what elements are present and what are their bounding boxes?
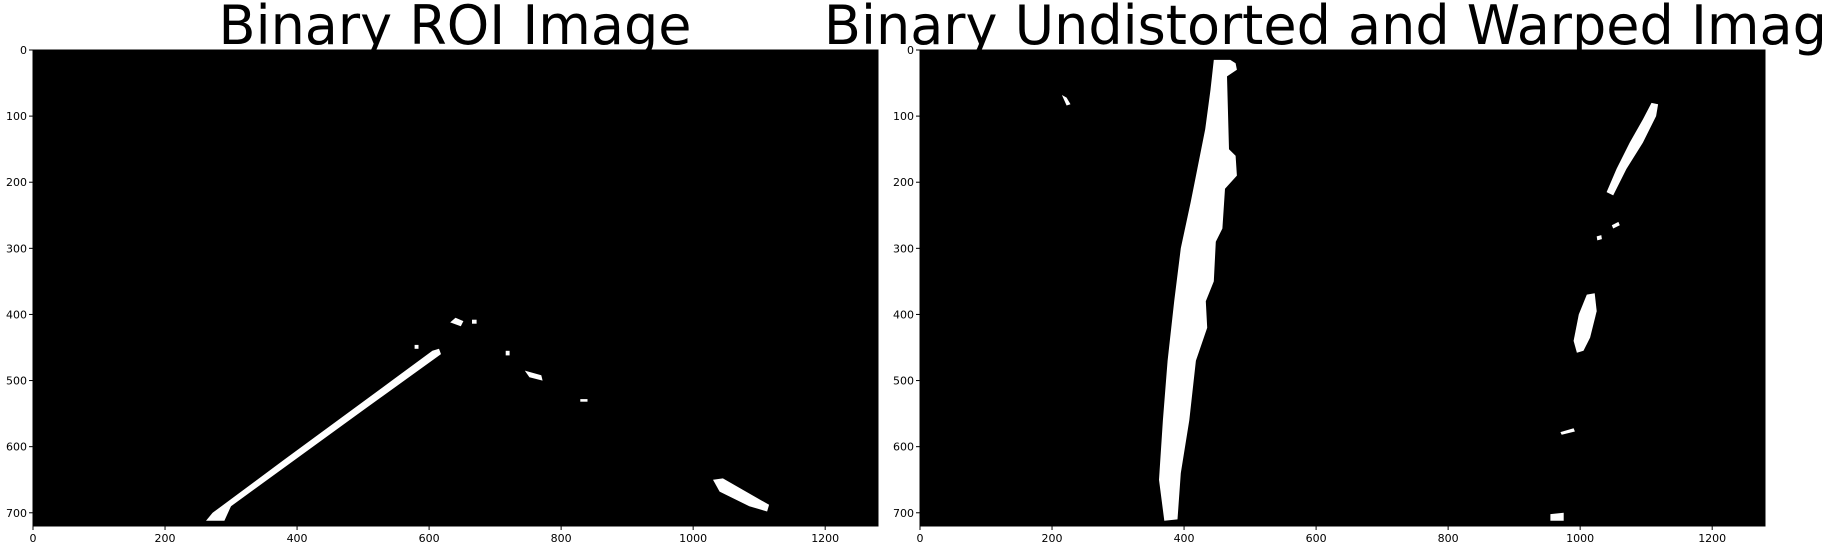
- y-tick-label: 600: [6, 441, 27, 454]
- x-tick-label: 800: [551, 532, 572, 545]
- x-tick-label: 400: [287, 532, 308, 545]
- y-tick-label: 700: [6, 507, 27, 520]
- binary-region: [713, 478, 770, 512]
- image-background: [920, 50, 1765, 526]
- x-tick-label: 1000: [679, 532, 707, 545]
- x-tick-label: 1200: [1698, 532, 1726, 545]
- y-tick-label: 400: [6, 308, 27, 321]
- y-tick-label: 0: [20, 44, 27, 57]
- panel-title: Binary Undistorted and Warped Image: [824, 0, 1828, 57]
- binary-region: [1061, 95, 1071, 106]
- binary-region: [524, 370, 543, 381]
- binary-region: [1550, 512, 1564, 521]
- x-tick-label: 1000: [1566, 532, 1594, 545]
- image-background: [33, 50, 878, 526]
- x-tick-label: 600: [1306, 532, 1327, 545]
- binary-region: [1596, 235, 1602, 241]
- y-tick-label: 300: [6, 242, 27, 255]
- binary-region: [580, 399, 588, 402]
- binary-region: [1573, 293, 1597, 353]
- binary-region: [206, 348, 441, 521]
- binary-region: [450, 317, 464, 327]
- x-tick-label: 200: [155, 532, 176, 545]
- axes-frame: [919, 49, 1766, 527]
- y-tick-label: 500: [6, 375, 27, 388]
- panel-binary-roi: Binary ROI Image 0 200 400 600 800 1000 1200 0 1…: [6, 0, 879, 545]
- y-tick-label: 700: [893, 507, 914, 520]
- x-tick-label: 200: [1042, 532, 1063, 545]
- x-tick-label: 0: [917, 532, 924, 545]
- y-tick-label: 100: [893, 110, 914, 123]
- y-tick-label: 200: [6, 176, 27, 189]
- binary-region: [1606, 102, 1659, 196]
- panel-title: Binary ROI Image: [219, 0, 692, 57]
- binary-region: [472, 319, 477, 324]
- binary-region: [505, 350, 510, 356]
- x-tick-label: 400: [1174, 532, 1195, 545]
- y-tick-label: 300: [893, 242, 914, 255]
- y-tick-label: 0: [907, 44, 914, 57]
- binary-region: [1159, 59, 1237, 521]
- binary-region: [1611, 221, 1620, 229]
- x-tick-label: 0: [30, 532, 37, 545]
- x-tick-label: 600: [419, 532, 440, 545]
- binary-region: [414, 344, 419, 349]
- y-tick-label: 200: [893, 176, 914, 189]
- y-tick-label: 100: [6, 110, 27, 123]
- y-tick-label: 600: [893, 441, 914, 454]
- x-tick-label: 800: [1438, 532, 1459, 545]
- axes-frame: [32, 49, 879, 527]
- panel-binary-warped: Binary Undistorted and Warped Image 0 200…: [824, 0, 1828, 545]
- y-tick-label: 500: [893, 375, 914, 388]
- binary-region: [1560, 428, 1575, 435]
- x-tick-label: 1200: [811, 532, 839, 545]
- y-tick-label: 400: [893, 308, 914, 321]
